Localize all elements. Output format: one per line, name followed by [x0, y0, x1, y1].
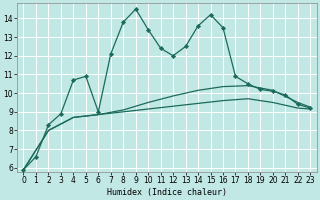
- X-axis label: Humidex (Indice chaleur): Humidex (Indice chaleur): [107, 188, 227, 197]
